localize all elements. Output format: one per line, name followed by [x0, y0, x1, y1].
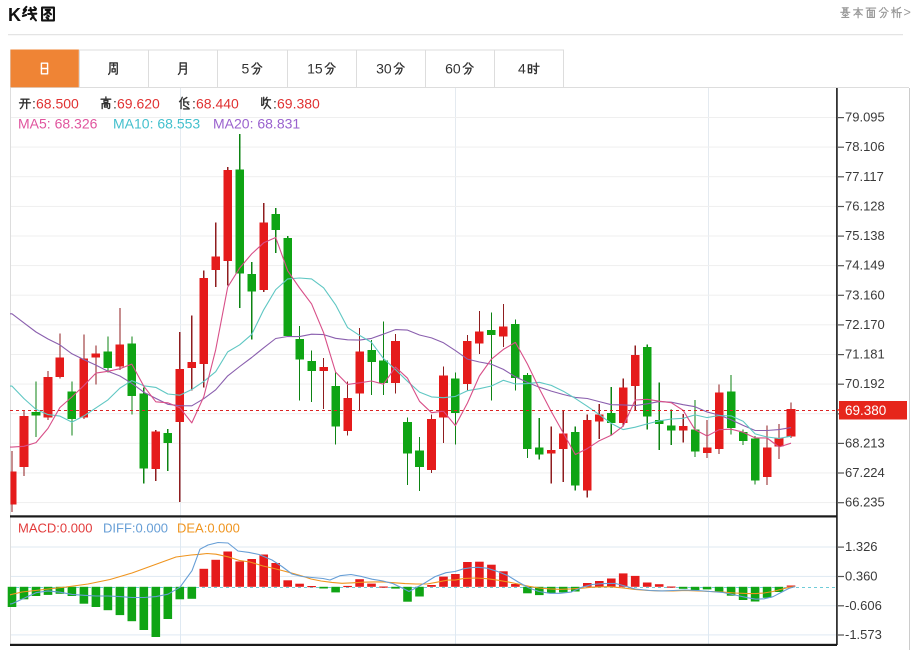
- svg-text:DIFF:0.000: DIFF:0.000: [103, 521, 168, 536]
- svg-text:60: 60: [445, 61, 461, 77]
- svg-text:77.117: 77.117: [845, 169, 884, 184]
- svg-text:>: >: [904, 6, 911, 20]
- svg-text:MACD:0.000: MACD:0.000: [18, 521, 92, 536]
- svg-text:-0.606: -0.606: [845, 598, 882, 613]
- svg-text::: :: [192, 96, 196, 112]
- svg-text:K: K: [8, 5, 21, 25]
- svg-text:1.326: 1.326: [845, 539, 878, 554]
- svg-text:5: 5: [242, 61, 250, 77]
- svg-text:68.213: 68.213: [845, 435, 885, 450]
- svg-text:DEA:0.000: DEA:0.000: [177, 521, 240, 536]
- svg-text:66.235: 66.235: [845, 495, 885, 510]
- svg-text:-1.573: -1.573: [845, 627, 882, 642]
- svg-text:79.095: 79.095: [845, 110, 885, 125]
- svg-text:4: 4: [518, 61, 526, 77]
- svg-text:69.380: 69.380: [845, 403, 886, 418]
- svg-text:78.106: 78.106: [845, 139, 885, 154]
- svg-text:73.160: 73.160: [845, 287, 885, 302]
- svg-text:30: 30: [376, 61, 392, 77]
- svg-text:MA10: 68.553: MA10: 68.553: [113, 116, 200, 132]
- svg-text::: :: [273, 96, 277, 112]
- svg-text:MA5: 68.326: MA5: 68.326: [18, 116, 98, 132]
- svg-text:74.149: 74.149: [845, 258, 885, 273]
- svg-text:69.380: 69.380: [277, 96, 320, 112]
- svg-text:70.192: 70.192: [845, 376, 885, 391]
- svg-text:MA20: 68.831: MA20: 68.831: [213, 116, 300, 132]
- svg-text:72.170: 72.170: [845, 317, 885, 332]
- svg-text:69.620: 69.620: [117, 96, 160, 112]
- svg-text:67.224: 67.224: [845, 465, 885, 480]
- svg-text:68.500: 68.500: [36, 96, 79, 112]
- svg-text::: :: [32, 96, 36, 112]
- svg-text:68.440: 68.440: [196, 96, 239, 112]
- svg-text:75.138: 75.138: [845, 228, 885, 243]
- svg-text::: :: [113, 96, 117, 112]
- svg-text:71.181: 71.181: [845, 347, 885, 362]
- svg-text:76.128: 76.128: [845, 199, 885, 214]
- svg-text:15: 15: [307, 61, 323, 77]
- svg-text:0.360: 0.360: [845, 569, 878, 584]
